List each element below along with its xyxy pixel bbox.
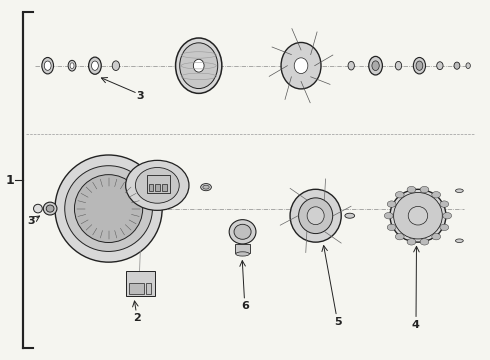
Circle shape [407, 186, 416, 193]
Circle shape [432, 192, 441, 198]
Bar [148, 184, 153, 191]
Ellipse shape [307, 207, 324, 225]
Circle shape [440, 224, 449, 230]
Ellipse shape [294, 58, 308, 73]
Ellipse shape [393, 193, 442, 239]
Circle shape [395, 192, 404, 198]
Ellipse shape [348, 62, 354, 70]
Circle shape [420, 239, 429, 245]
Ellipse shape [125, 160, 189, 210]
Text: 1: 1 [6, 174, 15, 186]
Ellipse shape [46, 205, 54, 212]
Ellipse shape [89, 57, 101, 74]
Circle shape [443, 212, 452, 219]
Ellipse shape [466, 63, 470, 68]
Circle shape [407, 239, 416, 245]
Text: 5: 5 [334, 317, 342, 327]
Text: 2: 2 [133, 312, 141, 323]
Ellipse shape [390, 189, 446, 242]
Ellipse shape [298, 198, 333, 234]
Ellipse shape [454, 62, 460, 69]
Circle shape [395, 233, 404, 240]
Bar [129, 283, 144, 294]
Ellipse shape [437, 62, 443, 69]
Ellipse shape [175, 38, 222, 93]
Ellipse shape [68, 60, 76, 71]
Ellipse shape [456, 239, 463, 243]
Ellipse shape [44, 61, 51, 70]
Bar [235, 244, 250, 253]
Bar [162, 184, 167, 191]
Ellipse shape [372, 61, 379, 71]
Ellipse shape [42, 58, 53, 74]
Text: 3: 3 [28, 216, 35, 226]
Circle shape [420, 186, 429, 193]
Text: 4: 4 [412, 320, 419, 330]
Ellipse shape [180, 43, 218, 89]
Ellipse shape [408, 206, 428, 225]
Ellipse shape [281, 42, 321, 89]
Circle shape [432, 233, 441, 240]
Ellipse shape [395, 62, 402, 70]
Bar [147, 175, 170, 193]
Text: 6: 6 [241, 301, 249, 311]
Circle shape [387, 201, 396, 207]
Ellipse shape [201, 184, 211, 191]
Ellipse shape [33, 204, 42, 213]
Circle shape [384, 212, 393, 219]
Bar [146, 283, 151, 294]
Ellipse shape [55, 155, 162, 262]
Ellipse shape [203, 185, 209, 189]
Ellipse shape [414, 58, 425, 74]
Ellipse shape [194, 59, 204, 72]
Ellipse shape [43, 202, 57, 215]
Text: 3: 3 [136, 91, 144, 101]
Ellipse shape [229, 220, 256, 244]
Ellipse shape [112, 61, 120, 71]
Ellipse shape [369, 57, 382, 75]
Ellipse shape [135, 167, 179, 203]
Ellipse shape [70, 63, 74, 68]
Bar [155, 184, 160, 191]
Text: 7: 7 [136, 165, 144, 175]
Ellipse shape [416, 61, 423, 70]
Ellipse shape [65, 166, 152, 251]
Ellipse shape [92, 61, 98, 70]
Circle shape [440, 201, 449, 207]
Ellipse shape [456, 189, 463, 193]
Circle shape [387, 224, 396, 230]
Ellipse shape [345, 213, 355, 218]
Ellipse shape [236, 252, 249, 256]
Ellipse shape [290, 189, 341, 242]
Ellipse shape [234, 224, 251, 239]
Bar [125, 271, 155, 296]
Ellipse shape [74, 175, 143, 243]
